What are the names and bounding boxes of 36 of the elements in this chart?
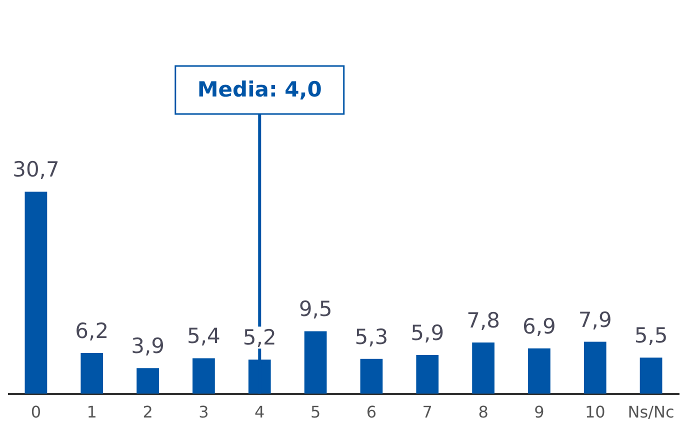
data-label: 6,2 (75, 318, 109, 343)
x-tick-label: 5 (310, 402, 321, 422)
x-tick-label: 7 (422, 402, 432, 422)
data-label: 6,9 (522, 314, 556, 338)
bar (80, 352, 104, 394)
bar (24, 192, 48, 394)
x-tick-label: 1 (86, 402, 97, 422)
bar (528, 348, 550, 394)
x-tick-label: 8 (478, 402, 488, 422)
x-tick-label: 10 (584, 402, 606, 422)
data-label: 7,8 (466, 308, 500, 332)
data-label: 5,3 (354, 324, 388, 349)
x-tick-label: 3 (198, 402, 209, 422)
x-tick-label: 2 (142, 402, 153, 422)
bar (192, 358, 215, 394)
bar (416, 354, 439, 394)
x-tick-label: 4 (254, 402, 265, 422)
data-label: 7,9 (578, 308, 612, 332)
bar (304, 331, 327, 394)
x-tick-label: 6 (366, 402, 377, 422)
bar (136, 368, 159, 394)
data-label: 3,9 (131, 334, 164, 358)
ref-line-label: Media: 4,0 (197, 77, 322, 102)
data-label: 5,4 (187, 324, 220, 348)
bar (360, 358, 383, 394)
data-label: 30,7 (12, 158, 60, 182)
x-tick-label: Ns/Nc (628, 402, 674, 422)
data-label: 5,2 (242, 326, 276, 350)
x-tick-label: 9 (534, 402, 544, 422)
data-label: 9,5 (298, 297, 332, 322)
data-label: 5,9 (410, 320, 444, 345)
bar (640, 358, 662, 394)
bar (584, 342, 606, 394)
data-label: 5,5 (634, 324, 668, 348)
x-tick-label: 0 (30, 402, 42, 422)
bar (472, 342, 494, 394)
